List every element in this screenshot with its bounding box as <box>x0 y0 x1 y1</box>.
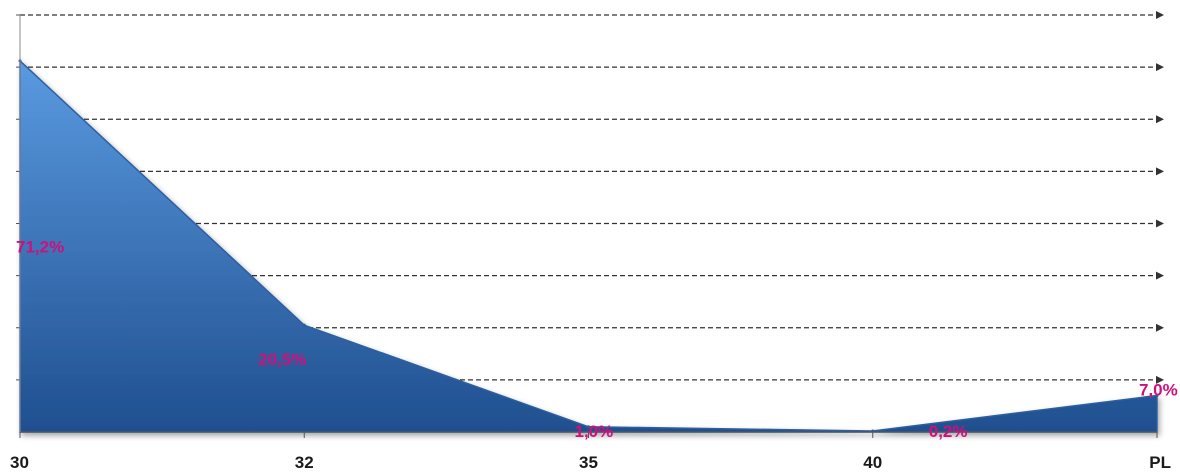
data-label: 1,0% <box>575 422 614 441</box>
data-label: 7,0% <box>1139 381 1178 400</box>
data-point <box>302 323 306 327</box>
area-fill <box>19 59 1158 433</box>
x-axis: 30 32 35 40 PL <box>10 15 1171 472</box>
data-label: 0,2% <box>929 422 968 441</box>
data-labels: 71,2% 20,5% 1,0% 0,2% 7,0% <box>16 237 1178 441</box>
x-tick-label: 35 <box>579 453 598 472</box>
x-tick-label: 40 <box>863 453 882 472</box>
x-tick-label: 32 <box>295 453 314 472</box>
gridlines <box>16 11 1164 384</box>
x-tick-label: PL <box>1149 453 1171 472</box>
data-label: 71,2% <box>16 237 64 256</box>
data-point <box>1155 394 1159 398</box>
area-series <box>18 59 1159 433</box>
x-tick-label: 30 <box>10 453 29 472</box>
data-point <box>587 425 590 429</box>
data-label: 20,5% <box>258 350 306 369</box>
